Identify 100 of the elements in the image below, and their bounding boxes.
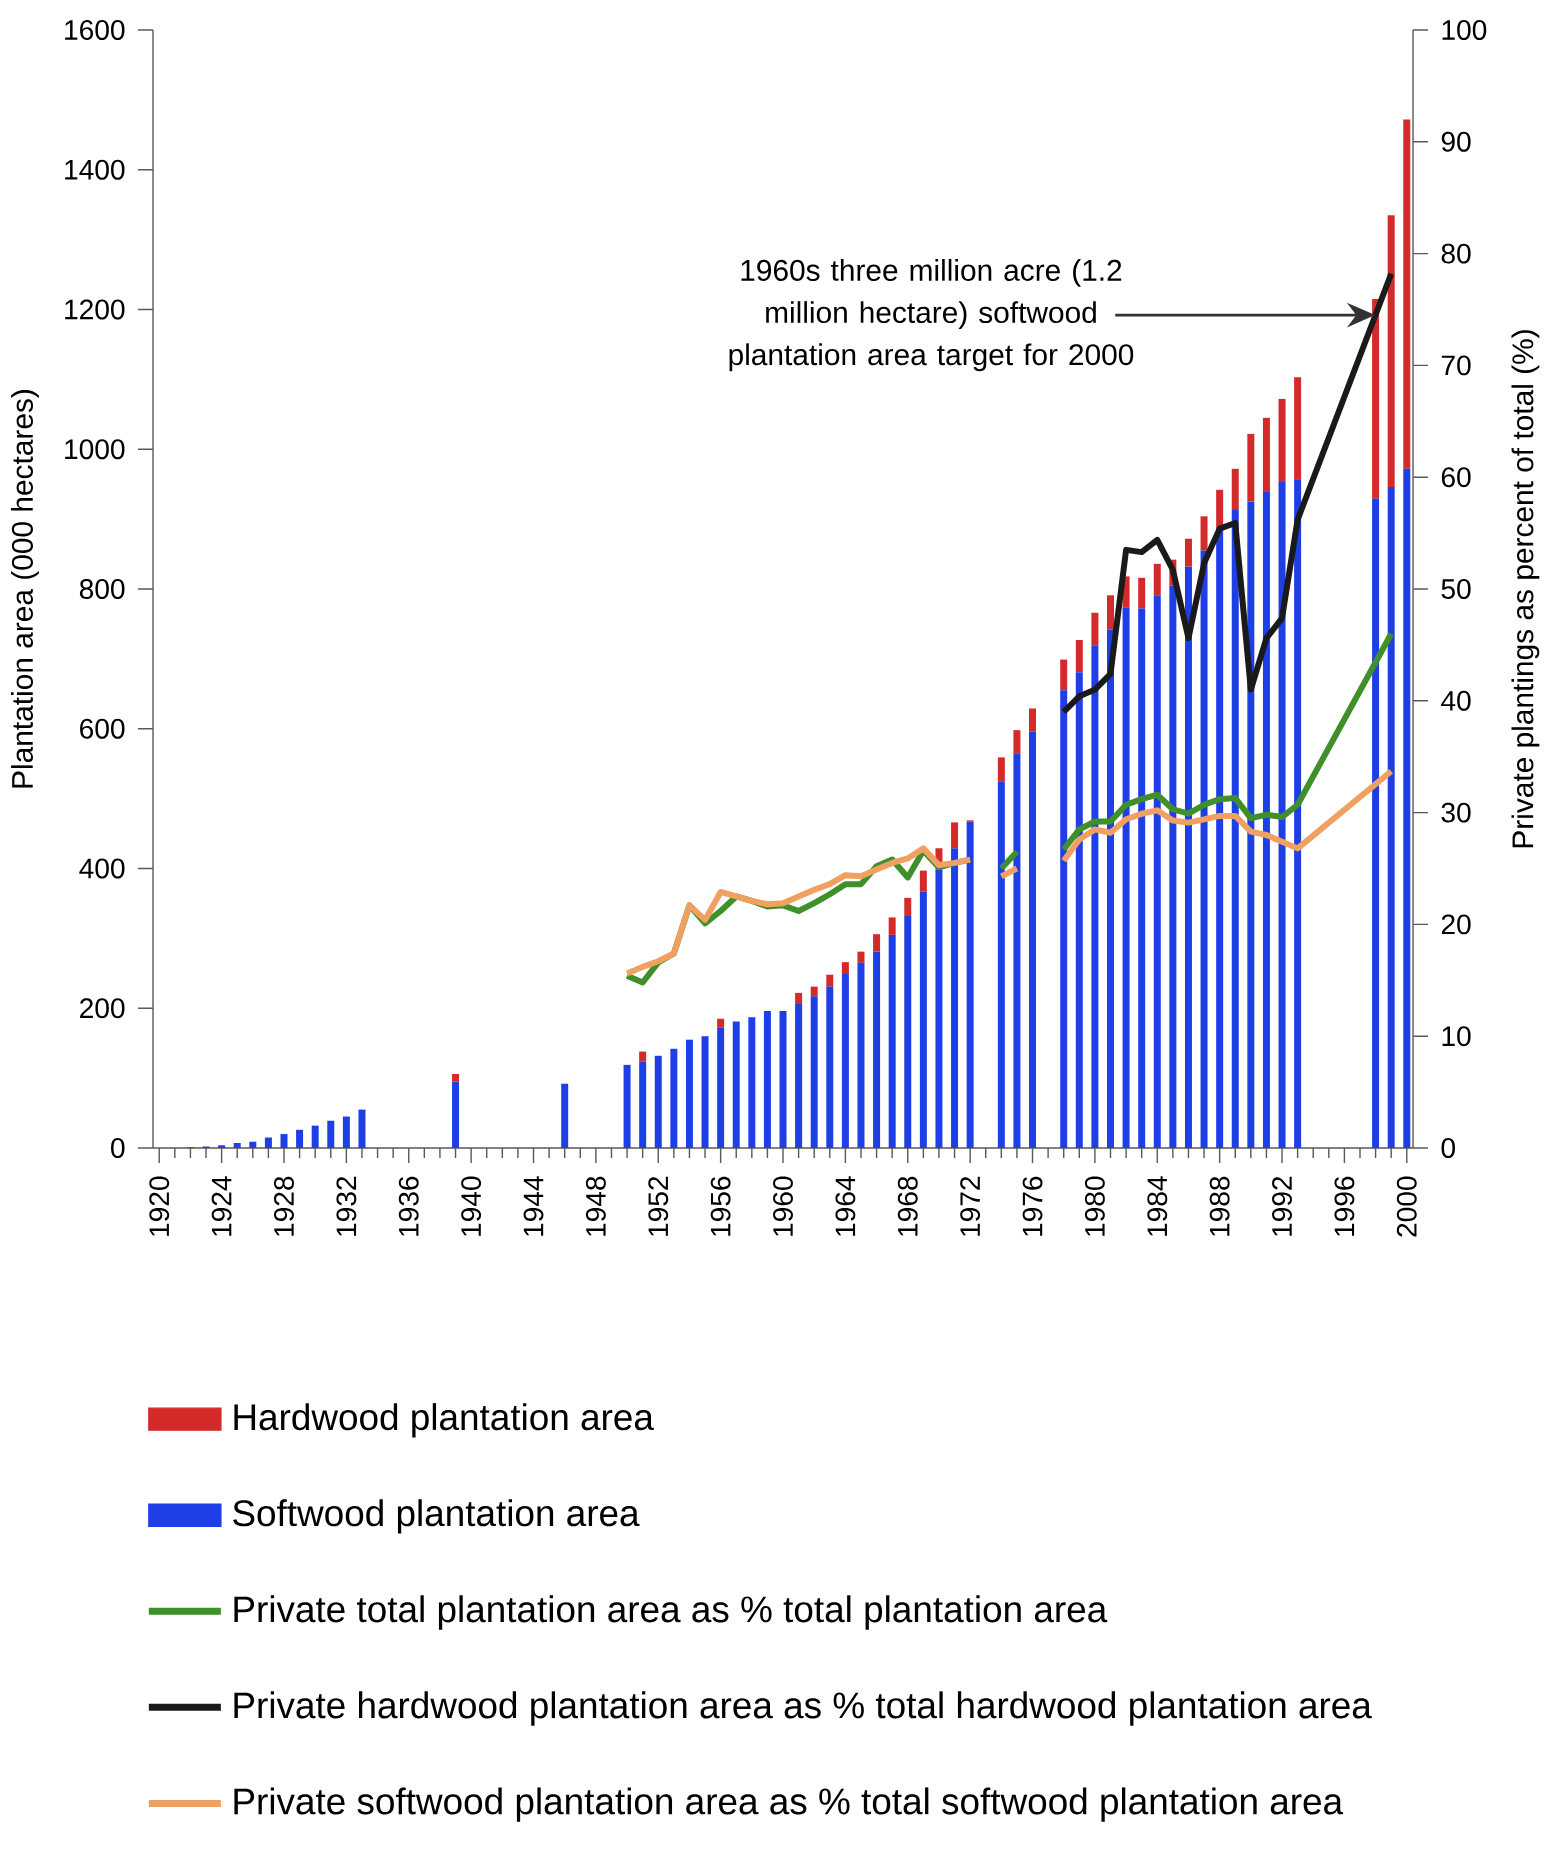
- x-tick-label: 1944: [523, 1176, 544, 1236]
- bar: [717, 1018, 725, 1028]
- bar: [1387, 215, 1395, 487]
- bar: [904, 916, 912, 1149]
- bar: [810, 996, 818, 1149]
- bar: [685, 1039, 693, 1149]
- bar: [233, 1143, 241, 1149]
- bar: [1107, 595, 1114, 630]
- bar: [1231, 510, 1239, 1149]
- bar: [1153, 563, 1161, 596]
- y2-tick-label: 80: [1441, 243, 1471, 264]
- bar: [919, 891, 927, 1149]
- bar: [342, 1116, 350, 1149]
- bar: [1200, 550, 1208, 1149]
- bar: [1294, 377, 1302, 480]
- y2-tick-label: 0: [1441, 1138, 1455, 1158]
- bar: [1184, 566, 1192, 1149]
- x-tick-label: 1924: [211, 1176, 232, 1236]
- x-tick-label: 1956: [710, 1176, 731, 1236]
- bar: [1138, 577, 1146, 609]
- y2-tick-label: 100: [1442, 20, 1487, 40]
- bar: [1262, 417, 1270, 492]
- x-tick-label: 1992: [1272, 1176, 1292, 1236]
- bar: [966, 821, 974, 1149]
- y-tick-label: 1600: [65, 20, 125, 40]
- bar: [1184, 538, 1192, 567]
- x-tick-label: 1952: [648, 1176, 669, 1236]
- bar: [1060, 690, 1068, 1149]
- bar: [1294, 479, 1302, 1149]
- x-tick-label: 2000: [1396, 1176, 1417, 1237]
- bar: [717, 1027, 725, 1149]
- y2-tick-label: 50: [1441, 579, 1471, 599]
- bar: [1200, 516, 1208, 551]
- legend-label: Softwood plantation area: [233, 1499, 640, 1534]
- y-tick-label: 400: [79, 858, 125, 879]
- bar: [841, 962, 849, 975]
- bar: [1169, 585, 1177, 1149]
- bar: [763, 1011, 771, 1149]
- y-tick-label: 1000: [65, 439, 125, 460]
- bar: [919, 870, 927, 892]
- y2-tick-label: 60: [1441, 467, 1471, 488]
- bar: [1013, 753, 1021, 1149]
- bar: [997, 781, 1005, 1149]
- legend-label: Private softwood plantation area as % total softwood plantation area: [234, 1787, 1344, 1822]
- x-tick-label: 1932: [336, 1176, 357, 1236]
- x-tick-label: 1968: [897, 1176, 918, 1236]
- bar: [452, 1081, 460, 1149]
- y2-tick-label: 90: [1441, 131, 1471, 152]
- bar: [1387, 486, 1395, 1149]
- y-tick-label: 1400: [65, 159, 125, 180]
- bar: [826, 986, 834, 1149]
- bar: [888, 934, 896, 1149]
- bar: [873, 951, 881, 1149]
- bar: [795, 992, 803, 1004]
- bar: [951, 822, 959, 849]
- bar: [639, 1061, 647, 1149]
- annotation: 1960s three million acre (1.2 million hectare) softwood plantation area target for 2000: [729, 258, 1134, 372]
- y-tick-label: 600: [80, 718, 125, 739]
- bar: [1138, 608, 1146, 1149]
- bar: [1247, 433, 1255, 502]
- bar: [358, 1109, 366, 1149]
- bar: [951, 848, 959, 1149]
- bar: [732, 1021, 740, 1149]
- bar: [1403, 119, 1411, 469]
- bar: [264, 1137, 272, 1149]
- bar: [748, 1017, 756, 1149]
- y2-axis-title: Private plantings as percent of total (%): [1511, 330, 1540, 848]
- bar: [1075, 640, 1083, 673]
- bar: [1216, 528, 1224, 1149]
- legend-label: Private total plantation area as % total plantation area: [234, 1595, 1108, 1630]
- bar: [888, 917, 896, 935]
- bar: [639, 1051, 647, 1062]
- bar: [701, 1036, 709, 1149]
- y2-tick-label: 30: [1441, 802, 1471, 823]
- bar: [1029, 708, 1037, 732]
- bar: [311, 1125, 319, 1149]
- y-tick-label: 200: [80, 998, 125, 1019]
- x-tick-label: 1996: [1334, 1176, 1355, 1236]
- bar: [1091, 612, 1099, 646]
- bar: [327, 1120, 335, 1149]
- bar: [997, 757, 1005, 782]
- x-tick-label: 1920: [149, 1176, 170, 1236]
- bar: [1231, 468, 1239, 511]
- bar: [296, 1129, 304, 1149]
- y-tick-label: 1200: [65, 299, 125, 320]
- y2-tick-label: 20: [1441, 914, 1471, 935]
- bar: [452, 1073, 460, 1082]
- bar: [1216, 489, 1224, 529]
- bar: [810, 986, 818, 997]
- bar: [1075, 672, 1083, 1149]
- bar: [218, 1145, 226, 1149]
- bar: [623, 1064, 631, 1149]
- x-tick-label: 1928: [274, 1176, 294, 1236]
- x-tick-label: 1980: [1084, 1176, 1105, 1236]
- y-tick-label: 0: [111, 1138, 125, 1158]
- bar: [1153, 595, 1161, 1149]
- bar: [280, 1134, 288, 1149]
- legend-label: Hardwood plantation area: [234, 1403, 654, 1438]
- bar: [654, 1055, 662, 1149]
- x-tick-label: 1948: [585, 1176, 606, 1236]
